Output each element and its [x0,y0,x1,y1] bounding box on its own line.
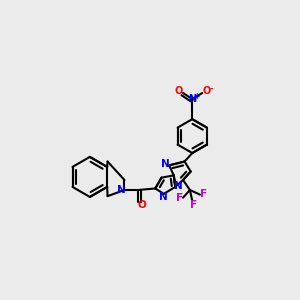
Text: -: - [210,85,213,94]
Text: F: F [200,189,207,199]
Text: N: N [174,181,183,191]
Text: O: O [137,200,146,210]
Text: O: O [203,86,211,96]
Text: N: N [161,159,170,169]
Text: F: F [176,194,183,203]
Text: F: F [190,200,197,210]
Text: N: N [117,185,126,195]
Text: N: N [188,94,196,104]
Text: O: O [174,86,182,96]
Text: N: N [159,192,167,202]
Text: +: + [194,92,200,100]
